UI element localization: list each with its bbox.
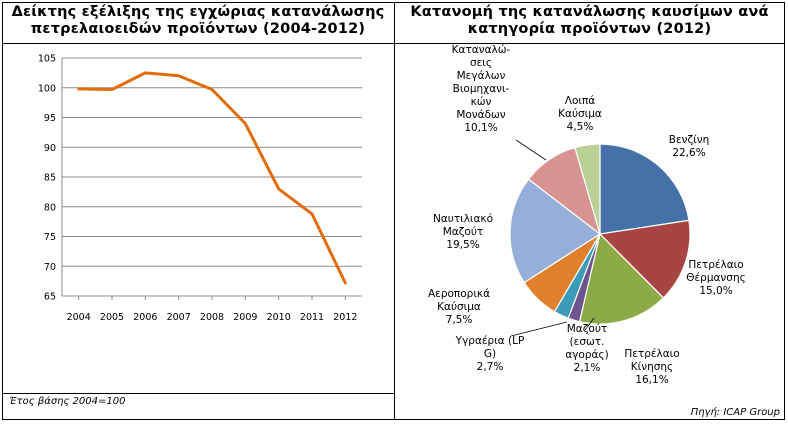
y-tick-label: 70 (44, 262, 56, 273)
pie-label-line: 22,6% (672, 147, 705, 159)
y-tick-label: 75 (44, 232, 56, 243)
x-tick-label: 2005 (100, 312, 124, 323)
x-tick-label: 2006 (133, 312, 157, 323)
line-chart-title: Δείκτης εξέλιξης της εγχώριας κατανάλωση… (2, 4, 394, 38)
pie-label-line: Ναυτιλιακό (433, 213, 493, 225)
pie-slice (509, 178, 602, 284)
y-tick-label: 95 (44, 113, 56, 124)
pie-chart-title: Κατανομή της κατανάλωσης καυσίμων ανά κα… (394, 4, 785, 38)
pie-label-line: 4,5% (567, 121, 594, 133)
pie-label-line: 15,0% (699, 285, 732, 297)
line-series-path (77, 71, 347, 285)
line-chart-series (77, 71, 347, 285)
figure-frame (2, 2, 785, 420)
y-tick-label: 100 (38, 83, 56, 94)
y-tick-label: 90 (44, 143, 56, 154)
y-tick-label: 85 (44, 173, 56, 184)
leader-line (584, 317, 595, 331)
line-chart-tick-labels: 65 70 75 80 85 90 95 100 105 2004 2005 2006 2007 2008… (38, 54, 358, 324)
pie-chart-slices (509, 143, 691, 325)
pie-label-line: Βιομηχανι- (453, 83, 510, 95)
pie-slice-label: Ναυτιλιακό Μαζούτ 19,5% (433, 213, 493, 251)
pie-label-line: αγοράς) (565, 349, 608, 361)
pie-slice (578, 232, 665, 325)
source-note: Πηγή: ICAP Group (690, 407, 780, 418)
line-chart-footnote: Έτος βάσης 2004=100 (9, 396, 126, 407)
x-tick-label: 2004 (67, 312, 91, 323)
pie-label-line: Θέρμανσης (686, 272, 746, 284)
pie-chart-title-line-2: κατηγορία προϊόντων (2012) (467, 21, 712, 37)
pie-label-line: Κίνησης (631, 361, 673, 373)
x-tick-label: 2008 (200, 312, 224, 323)
line-chart-grid (62, 57, 362, 297)
pie-label-line: Καταναλώ- (452, 44, 511, 56)
title-divider-left (2, 43, 394, 44)
pie-chart-labels: Βενζίνη 22,6%Πετρέλαιο Θέρμανσης 15,0%Πετρέ… (428, 44, 746, 386)
panel-divider (394, 2, 395, 420)
pie-label-line: 19,5% (446, 239, 479, 251)
pie-label-line: 16,1% (635, 374, 668, 386)
pie-label-line: Υγραέρια (LP (455, 335, 525, 347)
pie-label-line: 2,7% (477, 361, 504, 373)
pie-label-line: Καύσιμα (437, 301, 481, 313)
x-tick-label: 2010 (267, 312, 291, 323)
pie-slice (574, 143, 601, 235)
leader-line (510, 321, 568, 337)
pie-label-line: σεις (470, 57, 492, 69)
pie-label-line: 7,5% (446, 314, 473, 326)
leader-line (515, 139, 547, 161)
x-tick-label: 2009 (233, 312, 257, 323)
pie-label-line: 2,1% (574, 362, 601, 374)
pie-label-line: Μαζούτ (567, 323, 608, 335)
pie-label-line: Μαζούτ (443, 226, 484, 238)
pie-chart-leader-lines (510, 139, 595, 337)
pie-slice (599, 143, 690, 235)
pie-label-line: (εσωτ. (570, 336, 605, 348)
pie-slice-label: Βενζίνη 22,6% (669, 134, 710, 159)
pie-label-line: Βενζίνη (669, 134, 710, 146)
x-tick-label: 2007 (167, 312, 191, 323)
pie-slice-label: Πετρέλαιο Θέρμανσης 15,0% (686, 259, 746, 297)
pie-slice-label: Αεροπορικά Καύσιμα 7,5% (428, 288, 490, 326)
y-tick-label: 65 (44, 292, 56, 303)
pie-label-line: Πετρέλαιο (624, 348, 679, 360)
title-divider-right (394, 43, 785, 44)
pie-label-line: 10,1% (464, 122, 497, 134)
pie-label-line: Πετρέλαιο (688, 259, 743, 271)
footnote-divider (2, 393, 394, 394)
pie-slice-label: Υγραέρια (LP G) 2,7% (455, 335, 525, 373)
x-tick-label: 2012 (333, 312, 357, 323)
line-chart-axes (61, 58, 362, 300)
pie-label-line: κών (471, 96, 492, 108)
line-chart-title-line-2: πετρελαιοειδών προϊόντων (2004-2012) (30, 21, 366, 37)
pie-slice-label: Μαζούτ (εσωτ. αγοράς) 2,1% (565, 323, 608, 374)
pie-label-line: Λοιπά (565, 95, 595, 107)
line-chart-title-line-1: Δείκτης εξέλιξης της εγχώριας κατανάλωση… (11, 4, 385, 20)
y-tick-label: 105 (38, 54, 56, 65)
pie-slice-label: Πετρέλαιο Κίνησης 16,1% (624, 348, 679, 386)
pie-slice (598, 219, 691, 299)
pie-slice-label: Λοιπά Καύσιμα 4,5% (558, 95, 602, 133)
pie-label-line: Αεροπορικά (428, 288, 490, 300)
pie-label-line: Καύσιμα (558, 108, 602, 120)
pie-label-line: Μονάδων (456, 109, 505, 121)
pie-label-line: G) (484, 348, 496, 360)
pie-label-line: Μεγάλων (457, 70, 506, 82)
pie-slice-label: Καταναλώ-σεις Μεγάλων Βιομηχανι-κών Μονάδων… (452, 44, 511, 134)
pie-chart-title-line-1: Κατανομή της κατανάλωσης καυσίμων ανά (410, 4, 769, 20)
x-tick-label: 2011 (300, 312, 324, 323)
y-tick-label: 80 (44, 202, 56, 213)
